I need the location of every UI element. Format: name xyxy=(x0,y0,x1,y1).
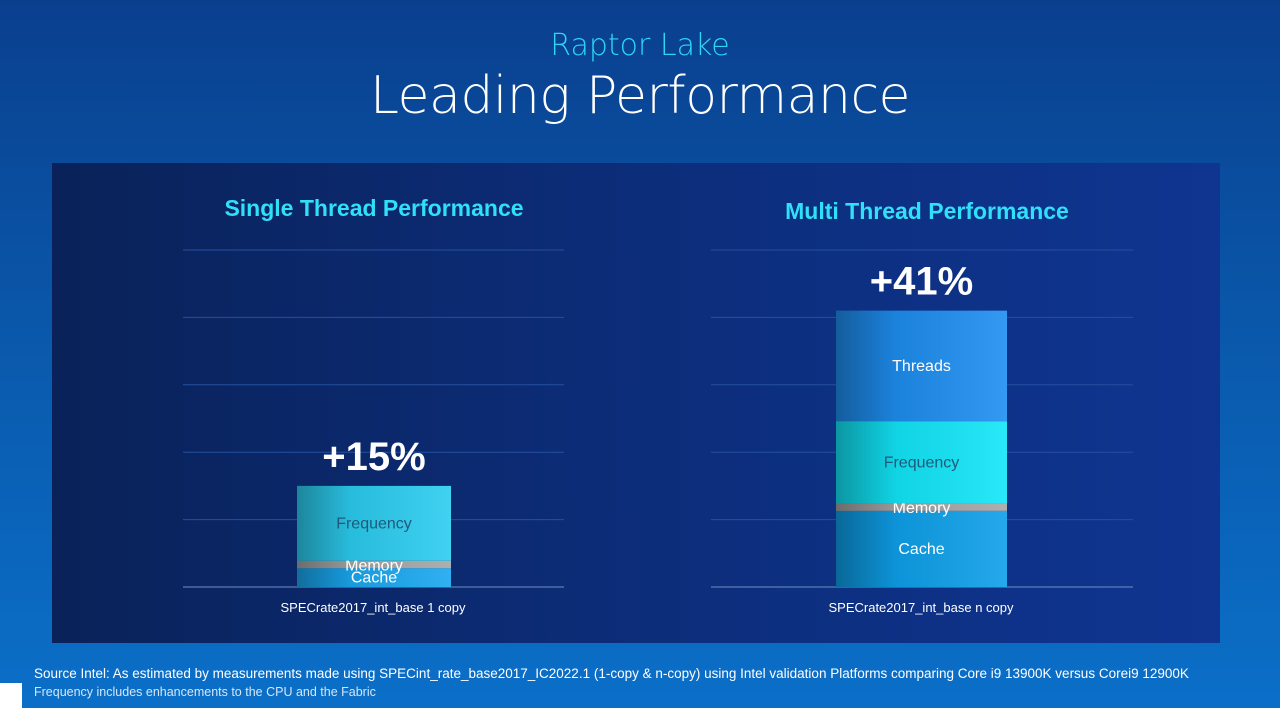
single-thread-bar-frequency-shade xyxy=(297,485,451,561)
multi-thread-bar-cache-shade xyxy=(836,510,1007,587)
multi-thread-total-label: +41% xyxy=(870,260,973,304)
single-thread-bar-frequency-label: Frequency xyxy=(336,515,412,532)
single-thread-x-label: SPECrate2017_int_base 1 copy xyxy=(280,600,466,615)
single-thread-bar-cache-shade xyxy=(297,568,451,587)
multi-thread-x-label: SPECrate2017_int_base n copy xyxy=(828,600,1014,615)
multi-thread-bar-threads-label: Threads xyxy=(892,358,951,375)
corner-mark xyxy=(0,683,22,708)
multi-thread-bar-frequency-label: Frequency xyxy=(884,454,960,471)
single-thread-bar-memory-label: Memory xyxy=(345,557,403,574)
source-note: Source Intel: As estimated by measuremen… xyxy=(34,666,1189,681)
single-thread-chart-title: Single Thread Performance xyxy=(224,195,523,221)
slide-subtitle: Raptor Lake xyxy=(550,28,730,63)
single-thread-bar-memory-shade xyxy=(297,560,451,569)
single-thread-total-label: +15% xyxy=(322,435,425,479)
multi-thread-chart-title: Multi Thread Performance xyxy=(785,198,1069,224)
multi-thread-bar-memory-shade xyxy=(836,503,1007,511)
multi-thread-bar-cache-label: Cache xyxy=(898,541,944,558)
multi-thread-bar-memory-label: Memory xyxy=(893,500,951,517)
slide-title: Leading Performance xyxy=(369,66,911,126)
frequency-note: Frequency includes enhancements to the C… xyxy=(34,685,376,699)
single-thread-bar-cache-label: Cache xyxy=(351,570,397,587)
chart-panel xyxy=(52,163,1220,643)
multi-thread-bar-frequency-shade xyxy=(836,421,1007,504)
multi-thread-bar-threads-shade xyxy=(836,310,1007,422)
